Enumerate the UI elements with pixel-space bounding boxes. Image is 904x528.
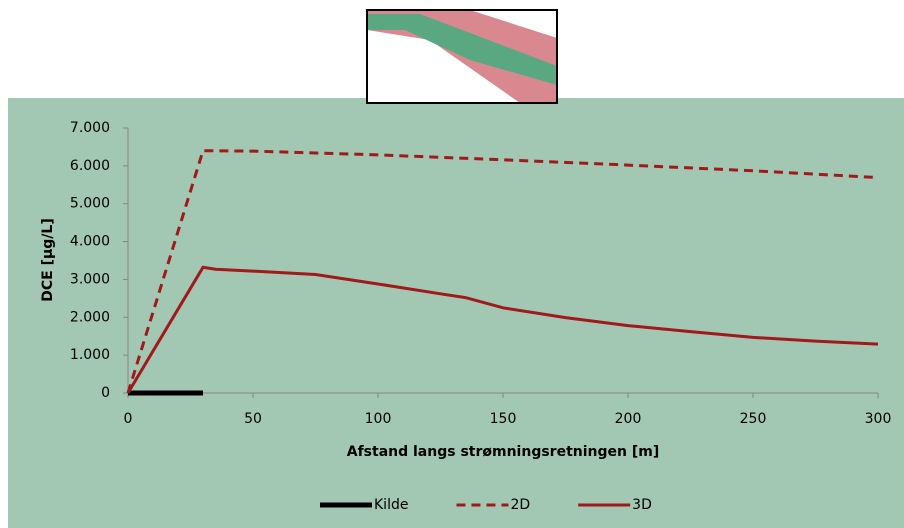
inset-border: [366, 9, 558, 104]
y-axis-title: DCE [µg/L]: [40, 218, 56, 302]
legend-label: 2D: [510, 497, 530, 513]
y-tick-label: 1.000: [70, 347, 110, 363]
y-tick-label: 7.000: [70, 120, 110, 136]
chart-background: [8, 98, 904, 528]
legend-label: Kilde: [374, 497, 408, 513]
y-tick-label: 3.000: [70, 271, 110, 287]
inset-picture: [366, 9, 558, 104]
plume-2d: [367, 14, 557, 85]
x-tick-label: 200: [615, 411, 642, 427]
x-axis-title: Afstand langs strømningsretningen [m]: [347, 444, 660, 460]
y-tick-label: 4.000: [70, 234, 110, 250]
x-tick-label: 50: [244, 411, 262, 427]
series-line: [126, 149, 879, 394]
x-tick-label: 150: [490, 411, 517, 427]
legend-label: 3D: [632, 497, 652, 513]
x-tick-label: 250: [740, 411, 767, 427]
y-tick-label: 5.000: [70, 196, 110, 212]
y-tick-label: 6.000: [70, 158, 110, 174]
y-tick-label: 2.000: [70, 309, 110, 325]
x-tick-label: 0: [124, 411, 133, 427]
series-line: [126, 265, 879, 394]
y-tick-label: 0: [101, 385, 110, 401]
x-tick-label: 100: [365, 411, 392, 427]
x-tick-label: 300: [865, 411, 892, 427]
